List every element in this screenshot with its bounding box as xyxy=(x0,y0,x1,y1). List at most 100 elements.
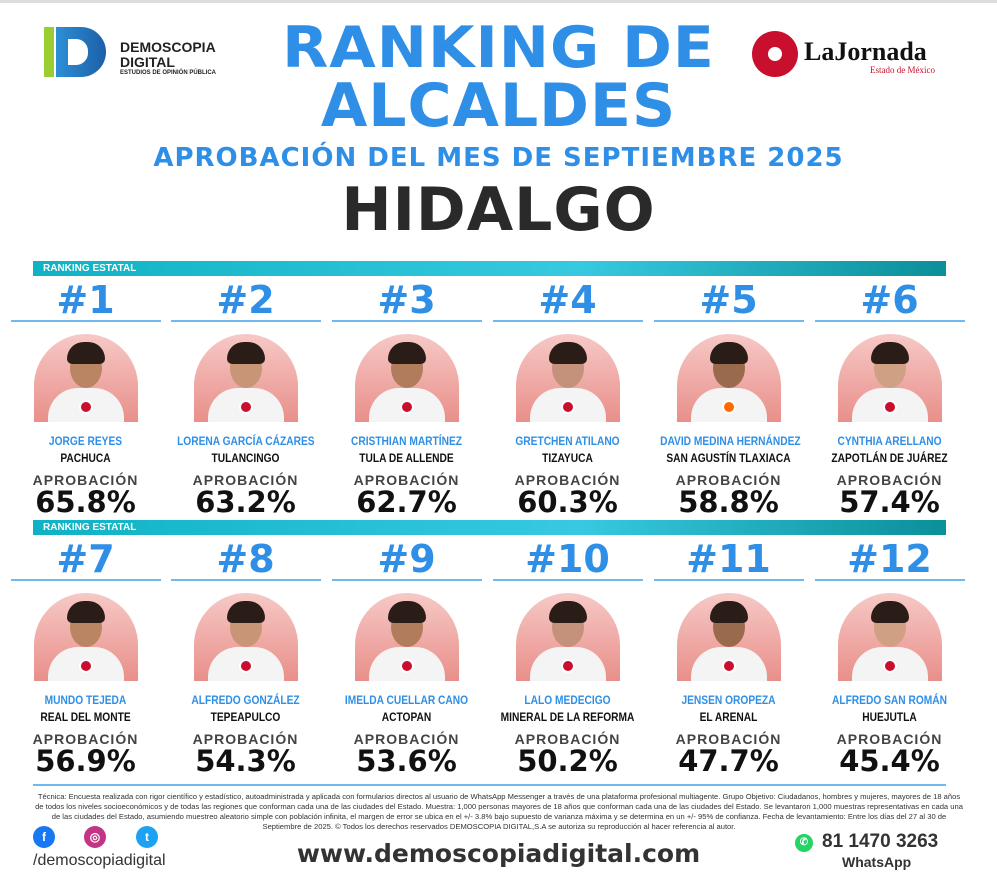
party-badge-icon xyxy=(78,659,93,673)
website-link[interactable]: www.demoscopiadigital.com xyxy=(296,839,701,868)
candidate-name: JORGE REYES xyxy=(48,434,123,448)
whatsapp-icon: ✆ xyxy=(795,834,813,852)
rank-number: #9 xyxy=(377,537,436,581)
candidate-photo xyxy=(33,593,138,681)
approval-value: 56.9% xyxy=(35,744,136,778)
rank-number: #3 xyxy=(377,278,436,322)
candidate-card: #9 IMELDA CUELLAR CANO ACTOPAN APROBACIÓ… xyxy=(326,537,487,776)
candidate-name: GRETCHEN ATILANO xyxy=(515,434,620,448)
candidate-card: #5 DAVID MEDINA HERNÁNDEZ SAN AGUSTÍN TL… xyxy=(648,278,809,519)
approval-value: 54.3% xyxy=(195,744,296,778)
la-jornada-logo: LaJornada Estado de México xyxy=(752,31,952,81)
rank-underline xyxy=(170,320,321,322)
footer-divider xyxy=(33,784,946,786)
rank-number: #5 xyxy=(699,278,758,322)
rank-underline xyxy=(814,320,965,322)
approval-label: APROBACIÓN xyxy=(514,731,621,747)
candidate-name: CYNTHIA ARELLANO xyxy=(837,434,942,448)
candidate-photo xyxy=(676,593,781,681)
state-title: HIDALGO xyxy=(341,175,656,245)
party-badge-icon xyxy=(238,659,253,673)
approval-label: APROBACIÓN xyxy=(32,472,139,488)
rank-underline xyxy=(331,579,482,581)
approval-label: APROBACIÓN xyxy=(514,472,621,488)
approval-value: 65.8% xyxy=(35,485,136,519)
candidate-photo xyxy=(193,334,298,422)
party-badge-icon xyxy=(399,659,414,673)
municipality: TULA DE ALLENDE xyxy=(359,451,454,465)
approval-value: 63.2% xyxy=(195,485,296,519)
approval-value: 57.4% xyxy=(839,485,940,519)
candidate-photo xyxy=(193,593,298,681)
approval-value: 50.2% xyxy=(517,744,618,778)
municipality: ZAPOTLÁN DE JUÁREZ xyxy=(831,451,948,465)
party-badge-icon xyxy=(560,659,575,673)
municipality: PACHUCA xyxy=(60,451,111,465)
candidate-name: JENSEN OROPEZA xyxy=(681,693,776,707)
municipality: TIZAYUCA xyxy=(542,451,593,465)
facebook-icon[interactable]: f xyxy=(33,826,55,848)
rank-underline xyxy=(653,579,804,581)
candidate-photo xyxy=(515,334,620,422)
rank-underline xyxy=(10,579,161,581)
approval-label: APROBACIÓN xyxy=(675,731,782,747)
rank-underline xyxy=(331,320,482,322)
party-badge-icon xyxy=(882,400,897,414)
municipality: SAN AGUSTÍN TLAXIACA xyxy=(666,451,791,465)
municipality: EL ARENAL xyxy=(699,710,758,724)
candidate-photo xyxy=(354,334,459,422)
municipality: MINERAL DE LA REFORMA xyxy=(500,710,635,724)
approval-value: 60.3% xyxy=(517,485,618,519)
candidate-name: LALO MEDECIGO xyxy=(524,693,611,707)
candidate-card: #8 ALFREDO GONZÁLEZ TEPEAPULCO APROBACIÓ… xyxy=(165,537,326,778)
candidate-name: MUNDO TEJEDA xyxy=(44,693,127,707)
ranking-band-1: RANKING ESTATAL xyxy=(33,261,946,276)
title-line1: RANKING DE xyxy=(282,14,715,82)
phone-number: 81 1470 3263 xyxy=(822,831,939,852)
approval-value: 58.8% xyxy=(678,485,779,519)
demoscopia-logo: DEMOSCOPIA DIGITAL ESTUDIOS DE OPINIÓN P… xyxy=(44,27,244,82)
party-badge-icon xyxy=(721,659,736,673)
twitter-icon[interactable]: t xyxy=(136,826,158,848)
approval-label: APROBACIÓN xyxy=(32,731,139,747)
candidate-card: #10 LALO MEDECIGO MINERAL DE LA REFORMA … xyxy=(487,537,648,778)
methodology-text: Técnica: Encuesta realizada con rigor ci… xyxy=(35,792,963,831)
approval-label: APROBACIÓN xyxy=(353,731,460,747)
candidate-name: LORENA GARCÍA CÁZARES xyxy=(177,434,315,448)
municipality: HUEJUTLA xyxy=(862,710,917,724)
subtitle: APROBACIÓN DEL MES DE SEPTIEMBRE 2025 xyxy=(153,143,844,173)
candidate-photo xyxy=(676,334,781,422)
candidate-photo xyxy=(515,593,620,681)
approval-label: APROBACIÓN xyxy=(192,731,299,747)
instagram-icon[interactable]: ◎ xyxy=(84,826,106,848)
candidate-photo xyxy=(837,334,942,422)
approval-label: APROBACIÓN xyxy=(836,731,943,747)
approval-value: 45.4% xyxy=(839,744,940,778)
candidate-card: #2 LORENA GARCÍA CÁZARES TULANCINGO APRO… xyxy=(165,278,326,519)
candidate-name: ALFREDO SAN ROMÁN xyxy=(831,693,948,707)
municipality: TULANCINGO xyxy=(211,451,280,465)
candidate-card: #7 MUNDO TEJEDA REAL DEL MONTE APROBACIÓ… xyxy=(5,537,166,778)
approval-value: 62.7% xyxy=(356,485,457,519)
approval-label: APROBACIÓN xyxy=(353,472,460,488)
party-badge-icon xyxy=(560,400,575,414)
candidate-card: #6 CYNTHIA ARELLANO ZAPOTLÁN DE JUÁREZ A… xyxy=(809,280,970,519)
approval-label: APROBACIÓN xyxy=(675,472,782,488)
ranking-band-2: RANKING ESTATAL xyxy=(33,520,946,535)
rank-underline xyxy=(492,579,643,581)
candidate-photo xyxy=(354,593,459,681)
approval-label: APROBACIÓN xyxy=(836,472,943,488)
rank-number: #7 xyxy=(56,537,115,581)
title-line2: ALCALDES xyxy=(320,71,677,141)
municipality: REAL DEL MONTE xyxy=(40,710,131,724)
rank-underline xyxy=(170,579,321,581)
candidate-card: #4 GRETCHEN ATILANO TIZAYUCA APROBACIÓN … xyxy=(487,278,648,519)
rank-number: #2 xyxy=(216,278,275,322)
candidate-name: IMELDA CUELLAR CANO xyxy=(344,693,469,707)
social-handle: /demoscopiadigital xyxy=(33,852,166,869)
rank-number: #8 xyxy=(216,537,275,581)
rank-number: #10 xyxy=(525,537,610,581)
rank-number: #12 xyxy=(847,537,932,581)
sun-icon xyxy=(752,31,798,77)
rank-number: #4 xyxy=(538,278,597,322)
